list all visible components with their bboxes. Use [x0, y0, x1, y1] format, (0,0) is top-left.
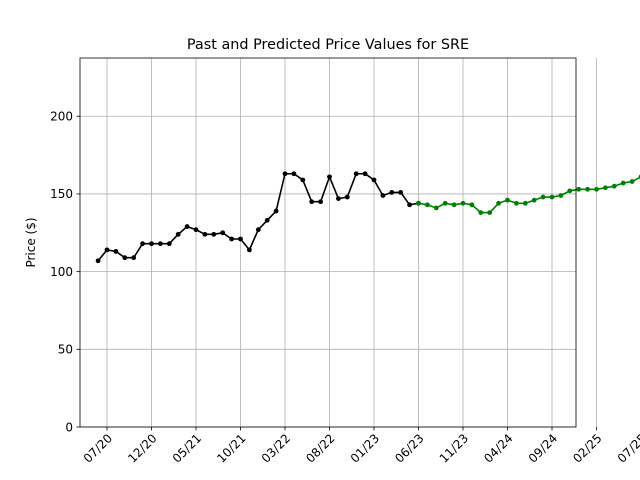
- data-point: [158, 241, 163, 247]
- y-tick-label: 200: [50, 110, 73, 124]
- data-point: [522, 200, 528, 206]
- data-point: [407, 202, 412, 208]
- data-point: [433, 205, 439, 211]
- data-point: [603, 185, 608, 191]
- data-point: [505, 197, 510, 203]
- data-point: [478, 210, 484, 215]
- data-point: [122, 255, 128, 261]
- data-point: [202, 231, 208, 237]
- y-axis-label: Price ($): [24, 217, 38, 267]
- data-point: [540, 194, 546, 200]
- y-tick-label: 150: [50, 187, 73, 201]
- data-point: [398, 189, 404, 195]
- data-point: [344, 194, 350, 200]
- data-point: [282, 171, 288, 177]
- data-point: [336, 196, 341, 202]
- data-point: [309, 199, 315, 205]
- data-point: [95, 258, 101, 264]
- data-point: [238, 236, 243, 242]
- data-point: [558, 193, 564, 198]
- data-point: [496, 200, 501, 206]
- data-point: [460, 200, 466, 206]
- y-tick-label: 50: [58, 343, 73, 357]
- data-point: [131, 255, 137, 261]
- data-point: [362, 171, 368, 177]
- y-tick-label: 0: [65, 420, 73, 434]
- data-point: [229, 236, 235, 242]
- data-point: [113, 249, 119, 254]
- chart-title: Past and Predicted Price Values for SRE: [187, 37, 469, 53]
- data-point: [273, 208, 279, 214]
- data-point: [211, 231, 217, 237]
- data-point: [264, 217, 270, 223]
- data-point: [255, 227, 261, 233]
- data-point: [300, 177, 306, 183]
- y-axis: 0 50 100 150 200: [50, 110, 80, 434]
- data-point: [514, 200, 519, 206]
- data-point: [327, 174, 332, 180]
- data-point: [425, 202, 430, 208]
- data-point: [487, 210, 493, 215]
- data-point: [416, 200, 421, 206]
- data-point: [629, 179, 635, 184]
- data-point: [620, 180, 626, 186]
- plot-area-frame: [79, 57, 577, 428]
- past-series: [95, 171, 421, 264]
- data-point: [140, 241, 146, 247]
- data-point: [318, 199, 323, 205]
- data-point: [175, 231, 181, 237]
- data-point: [389, 189, 395, 195]
- data-point: [247, 247, 252, 253]
- data-point: [380, 193, 386, 198]
- data-point: [220, 230, 226, 236]
- y-tick-label: 100: [50, 265, 73, 279]
- data-point: [184, 224, 190, 229]
- data-point: [451, 202, 457, 208]
- data-point: [567, 188, 573, 194]
- data-point: [104, 247, 110, 253]
- data-point: [353, 171, 359, 177]
- data-point: [149, 241, 154, 247]
- data-point: [469, 202, 475, 208]
- data-point: [576, 186, 582, 192]
- data-point: [531, 197, 537, 203]
- gridlines: [80, 58, 597, 428]
- data-point: [585, 186, 590, 192]
- data-point: [371, 177, 377, 183]
- data-point: [291, 171, 297, 177]
- data-point: [611, 183, 617, 189]
- data-point: [442, 200, 448, 206]
- data-point: [594, 186, 599, 192]
- data-point: [166, 241, 172, 247]
- data-point: [549, 194, 555, 200]
- data-point: [193, 227, 199, 233]
